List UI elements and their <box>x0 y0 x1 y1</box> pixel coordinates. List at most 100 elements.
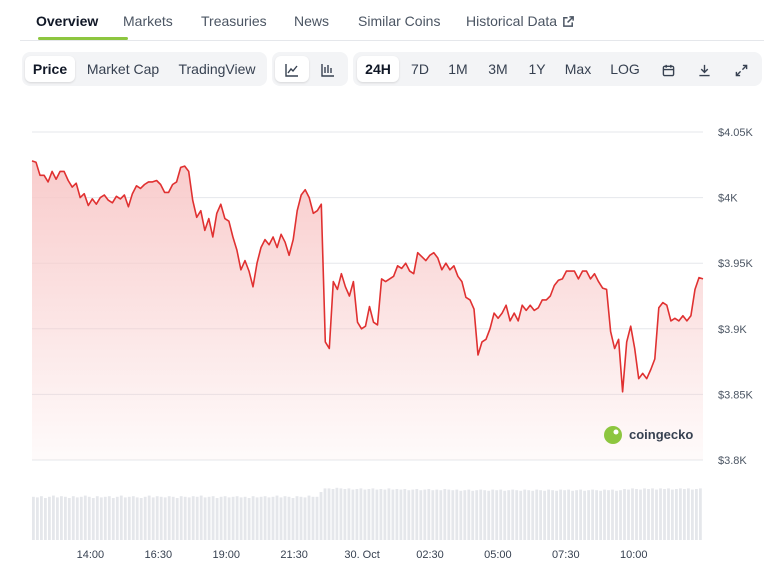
volume-bar <box>60 496 63 540</box>
candlestick-chart-icon <box>321 64 334 77</box>
volume-bar <box>283 496 287 540</box>
range-max-button[interactable]: Max <box>564 61 592 77</box>
volume-bar <box>127 496 131 540</box>
volume-bar <box>635 489 638 540</box>
line-chart-button[interactable] <box>275 56 309 82</box>
volume-bar <box>583 490 586 540</box>
volume-bar <box>179 496 183 540</box>
volume-bar <box>671 489 674 540</box>
volume-bar <box>603 489 606 540</box>
volume-bar <box>275 495 279 540</box>
tab-similar-coins[interactable]: Similar Coins <box>358 13 441 29</box>
volume-bar <box>56 497 59 540</box>
volume-bar <box>363 489 367 540</box>
volume-bar <box>52 495 55 540</box>
x-tick-label: 19:00 <box>212 549 240 561</box>
volume-bar <box>471 490 475 540</box>
volume-bar <box>163 497 167 540</box>
tab-markets[interactable]: Markets <box>123 13 173 29</box>
price-line[interactable] <box>31 160 704 393</box>
volume-bar <box>503 490 507 540</box>
calendar-button[interactable] <box>653 56 683 82</box>
volume-bar <box>83 495 87 540</box>
tab-overview[interactable]: Overview <box>36 13 99 29</box>
volume-bar <box>327 488 331 540</box>
tradingview-button[interactable]: TradingView <box>178 61 256 77</box>
price-button[interactable]: Price <box>25 56 75 82</box>
y-tick-label: $4K <box>718 193 738 205</box>
tab-historical-data[interactable]: Historical Data <box>466 13 575 29</box>
volume-bar <box>463 490 467 540</box>
log-scale-button[interactable]: LOG <box>610 61 640 77</box>
coingecko-logo-eye <box>613 429 619 435</box>
volume-bar <box>595 490 598 540</box>
volume-bar <box>483 490 487 540</box>
tab-news[interactable]: News <box>294 13 330 29</box>
volume-bar <box>627 489 630 540</box>
volume-bar <box>523 489 527 540</box>
volume-bar <box>467 489 471 540</box>
volume-bar <box>123 497 127 540</box>
x-tick-label: 30. Oct <box>344 549 379 561</box>
volume-bar <box>251 496 255 540</box>
volume-bar <box>323 488 327 540</box>
volume-bar <box>291 498 295 540</box>
volume-bar <box>339 488 343 540</box>
volume-bar <box>511 489 515 540</box>
volume-bar <box>151 497 155 540</box>
volume-bar <box>431 490 435 540</box>
volume-bar <box>40 496 43 540</box>
volume-bar <box>239 497 243 540</box>
volume-bar <box>451 490 455 540</box>
volume-bar <box>663 489 666 540</box>
volume-bar <box>231 496 235 540</box>
volume-bar <box>171 496 175 540</box>
range-1y-button[interactable]: 1Y <box>528 61 546 77</box>
volume-bar <box>347 488 351 540</box>
volume-bar <box>543 490 546 540</box>
market-cap-button[interactable]: Market Cap <box>86 61 160 77</box>
volume-bar <box>371 488 375 540</box>
volume-bar <box>131 496 135 540</box>
volume-bar <box>71 496 75 540</box>
volume-bar <box>135 497 139 540</box>
coingecko-wordmark: coingecko <box>629 427 693 442</box>
volume-bar <box>391 489 395 540</box>
volume-bar <box>207 496 211 540</box>
volume-bar <box>119 495 123 540</box>
range-7d-button[interactable]: 7D <box>411 61 429 77</box>
volume-bar <box>155 496 159 540</box>
x-tick-label: 10:00 <box>620 549 648 561</box>
volume-bar <box>75 497 79 540</box>
expand-button[interactable] <box>726 56 756 82</box>
volume-bar <box>359 488 363 540</box>
volume-bar <box>447 489 451 540</box>
range-3m-button[interactable]: 3M <box>488 61 508 77</box>
volume-bar <box>639 489 642 540</box>
volume-bar <box>455 489 459 540</box>
volume-bar <box>243 496 247 540</box>
download-button[interactable] <box>689 56 719 82</box>
range-1m-button[interactable]: 1M <box>448 61 468 77</box>
volume-bar <box>531 490 535 540</box>
coingecko-watermark: coingecko <box>604 426 693 444</box>
volume-bar <box>279 497 283 540</box>
tab-treasuries[interactable]: Treasuries <box>201 13 267 29</box>
candlestick-chart-button[interactable] <box>311 56 345 82</box>
volume-bar <box>443 489 447 540</box>
volume-bar <box>355 489 359 540</box>
volume-bar <box>555 490 558 540</box>
volume-bar <box>423 489 427 540</box>
volume-bar <box>395 489 399 540</box>
volume-bar <box>507 490 511 540</box>
volume-bar <box>95 496 99 540</box>
volume-bar <box>195 496 199 540</box>
volume-bar <box>567 489 570 540</box>
volume-bar <box>435 489 439 540</box>
range-24h-button[interactable]: 24H <box>357 56 399 82</box>
volume-bar <box>115 496 119 540</box>
volume-bar <box>351 489 355 540</box>
volume-bar <box>103 496 107 540</box>
volume-bar <box>111 498 115 540</box>
